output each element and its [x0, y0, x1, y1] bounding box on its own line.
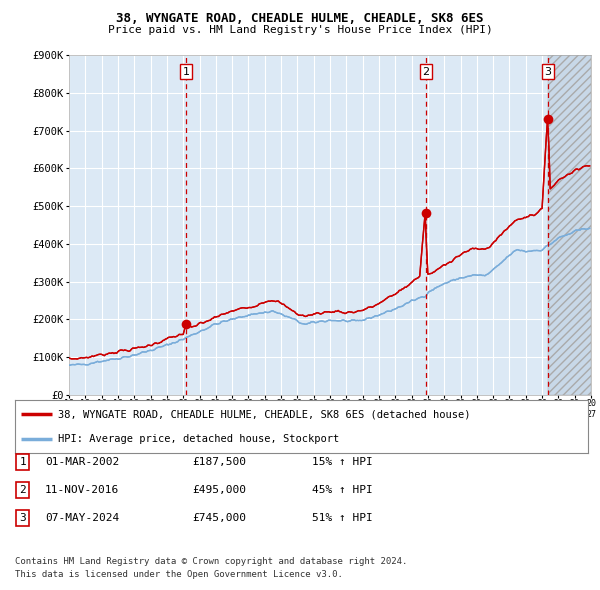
Text: 51% ↑ HPI: 51% ↑ HPI — [312, 513, 373, 523]
Text: 2: 2 — [422, 67, 429, 77]
Bar — [548, 55, 591, 395]
Text: 45% ↑ HPI: 45% ↑ HPI — [312, 485, 373, 495]
Text: 38, WYNGATE ROAD, CHEADLE HULME, CHEADLE, SK8 6ES: 38, WYNGATE ROAD, CHEADLE HULME, CHEADLE… — [116, 12, 484, 25]
Text: 2: 2 — [19, 485, 26, 495]
Text: 1: 1 — [19, 457, 26, 467]
Text: HPI: Average price, detached house, Stockport: HPI: Average price, detached house, Stoc… — [58, 434, 339, 444]
Text: 38, WYNGATE ROAD, CHEADLE HULME, CHEADLE, SK8 6ES (detached house): 38, WYNGATE ROAD, CHEADLE HULME, CHEADLE… — [58, 409, 470, 419]
Text: £495,000: £495,000 — [192, 485, 246, 495]
Text: 15% ↑ HPI: 15% ↑ HPI — [312, 457, 373, 467]
Text: 3: 3 — [19, 513, 26, 523]
Text: This data is licensed under the Open Government Licence v3.0.: This data is licensed under the Open Gov… — [15, 571, 343, 579]
Text: 1: 1 — [182, 67, 190, 77]
Text: £745,000: £745,000 — [192, 513, 246, 523]
Text: £187,500: £187,500 — [192, 457, 246, 467]
Text: Price paid vs. HM Land Registry's House Price Index (HPI): Price paid vs. HM Land Registry's House … — [107, 25, 493, 35]
Text: 07-MAY-2024: 07-MAY-2024 — [45, 513, 119, 523]
Text: 01-MAR-2002: 01-MAR-2002 — [45, 457, 119, 467]
Text: 3: 3 — [544, 67, 551, 77]
Text: Contains HM Land Registry data © Crown copyright and database right 2024.: Contains HM Land Registry data © Crown c… — [15, 558, 407, 566]
Text: 11-NOV-2016: 11-NOV-2016 — [45, 485, 119, 495]
